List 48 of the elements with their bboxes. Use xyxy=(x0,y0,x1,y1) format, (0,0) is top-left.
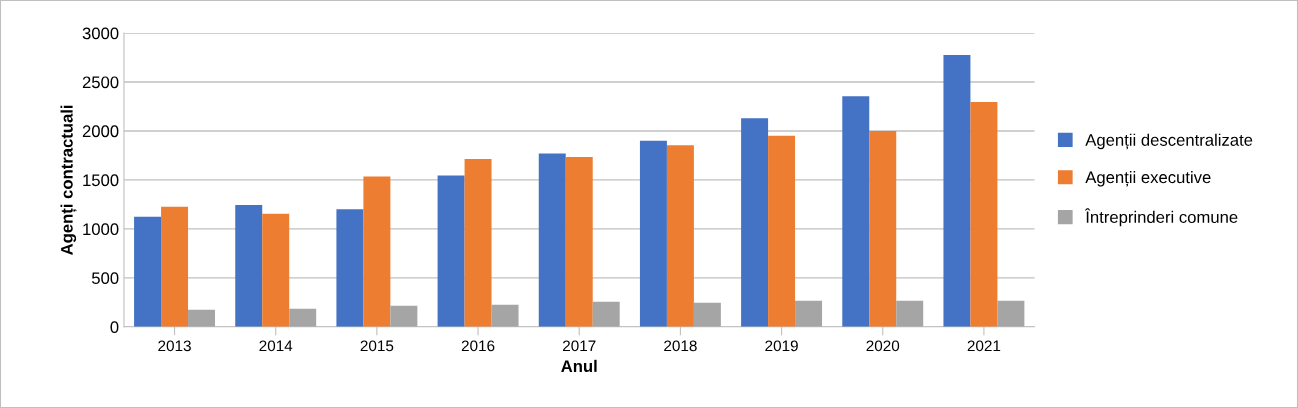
bar xyxy=(795,300,823,327)
bar xyxy=(741,118,769,327)
bar xyxy=(592,301,620,327)
x-tick-label: 2016 xyxy=(461,340,495,352)
bar xyxy=(693,302,721,327)
bar xyxy=(262,213,290,327)
bar xyxy=(188,309,216,327)
bar xyxy=(538,153,566,327)
y-tick-label: 1000 xyxy=(83,223,119,236)
bar xyxy=(336,209,364,327)
bar xyxy=(464,158,492,327)
bar xyxy=(437,175,465,327)
x-tick-label: 2019 xyxy=(765,340,798,352)
legend-label: Agenții descentralizate xyxy=(1085,133,1253,150)
bar xyxy=(943,55,971,327)
x-axis-title: Anul xyxy=(561,359,597,373)
bar xyxy=(842,96,870,327)
bar xyxy=(289,308,317,327)
x-tick-label: 2021 xyxy=(967,340,1001,352)
bar xyxy=(869,130,897,327)
y-tick-label: 1500 xyxy=(83,174,119,187)
bar xyxy=(970,102,998,327)
y-tick-label: 2000 xyxy=(82,125,119,138)
x-tick-label: 2017 xyxy=(563,340,596,352)
y-tick-label: 0 xyxy=(110,321,119,334)
y-axis-title: Agenți contractuali xyxy=(60,105,77,255)
bar xyxy=(666,145,694,327)
y-tick-label: 2500 xyxy=(82,76,119,89)
bar xyxy=(997,300,1025,327)
bar xyxy=(768,135,796,327)
legend-label: Agenții executive xyxy=(1085,171,1211,187)
legend-label: Întreprinderi comune xyxy=(1084,208,1238,227)
x-tick-label: 2015 xyxy=(360,340,394,352)
x-tick-label: 2013 xyxy=(158,340,191,352)
x-tick-label: 2014 xyxy=(259,340,293,352)
bar xyxy=(161,206,189,327)
bar xyxy=(896,300,924,327)
bar xyxy=(639,140,667,327)
x-tick-label: 2020 xyxy=(866,340,900,352)
bar xyxy=(363,176,391,327)
bar xyxy=(390,305,418,327)
y-tick-label: 500 xyxy=(91,272,119,285)
x-tick-label: 2018 xyxy=(664,340,697,352)
bar xyxy=(565,156,593,327)
bar xyxy=(235,204,263,327)
bar xyxy=(134,216,162,327)
y-tick-label: 3000 xyxy=(82,27,119,40)
bar xyxy=(491,304,519,327)
